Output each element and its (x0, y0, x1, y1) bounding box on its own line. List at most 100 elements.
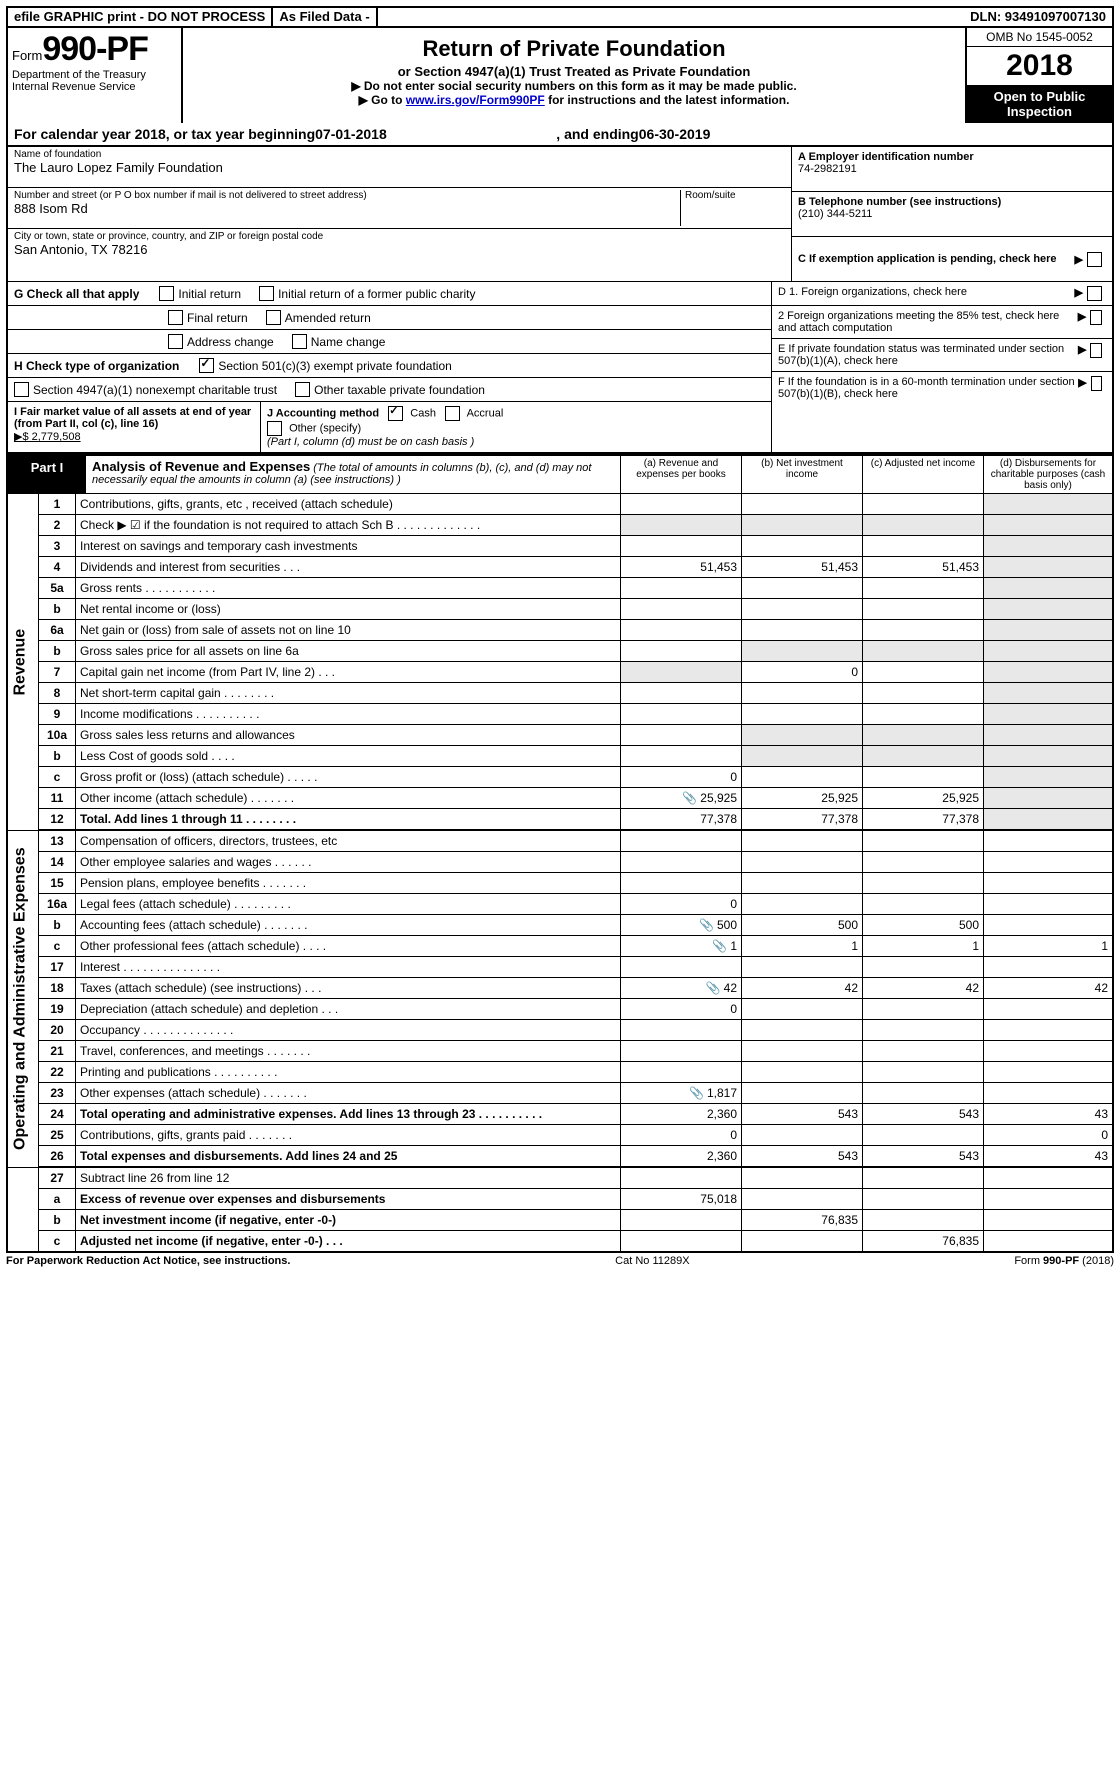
line-desc: Compensation of officers, directors, tru… (76, 830, 621, 852)
amount-cell: 77,378 (863, 809, 984, 831)
amount-cell: 1 (742, 936, 863, 957)
line-number: 12 (39, 809, 76, 831)
irs-link[interactable]: www.irs.gov/Form990PF (406, 93, 545, 107)
attachment-icon[interactable]: 📎 (699, 918, 714, 932)
amount-cell: 43 (984, 1146, 1114, 1168)
amount-cell (863, 999, 984, 1020)
line-number: 25 (39, 1125, 76, 1146)
line-desc: Other expenses (attach schedule) . . . .… (76, 1083, 621, 1104)
amount-cell (984, 599, 1114, 620)
amount-cell (984, 852, 1114, 873)
i-label: I Fair market value of all assets at end… (14, 406, 251, 430)
amount-cell (863, 704, 984, 725)
checkbox-amended[interactable] (266, 310, 281, 325)
line-number: 9 (39, 704, 76, 725)
line-number: 23 (39, 1083, 76, 1104)
line-number: 11 (39, 788, 76, 809)
amount-cell (863, 662, 984, 683)
amount-cell (742, 704, 863, 725)
form-header: Form990-PF Department of the Treasury In… (6, 28, 1114, 123)
amount-cell (742, 894, 863, 915)
dln: DLN: 93491097007130 (964, 8, 1112, 26)
checkbox-accrual[interactable] (445, 406, 460, 421)
amount-cell (742, 494, 863, 515)
attachment-icon[interactable]: 📎 (682, 791, 697, 805)
amount-cell (984, 830, 1114, 852)
amount-cell: 25,925 (742, 788, 863, 809)
amount-cell: 500 (742, 915, 863, 936)
amount-cell (621, 852, 742, 873)
amount-cell (863, 957, 984, 978)
amount-cell (984, 767, 1114, 788)
amount-cell: 51,453 (742, 557, 863, 578)
checkbox-other-tax[interactable] (295, 382, 310, 397)
amount-cell (621, 620, 742, 641)
amount-cell (984, 557, 1114, 578)
checkbox-cash[interactable] (388, 406, 403, 421)
amount-cell (984, 1167, 1114, 1189)
part1-table: Revenue 1 Contributions, gifts, grants, et… (6, 493, 1114, 1253)
line-desc: Occupancy . . . . . . . . . . . . . . (76, 1020, 621, 1041)
col-d-head: (d) Disbursements for charitable purpose… (984, 456, 1112, 493)
attachment-icon[interactable]: 📎 (706, 981, 721, 995)
amount-cell: 25,925 (863, 788, 984, 809)
amount-cell (984, 578, 1114, 599)
form-title: Return of Private Foundation (187, 36, 961, 62)
line-number: b (39, 641, 76, 662)
line-number: 24 (39, 1104, 76, 1125)
checkbox-e[interactable] (1090, 343, 1102, 358)
checkbox-initial-former[interactable] (259, 286, 274, 301)
amount-cell (984, 704, 1114, 725)
line-number: a (39, 1189, 76, 1210)
amount-cell (863, 641, 984, 662)
amount-cell (984, 536, 1114, 557)
revenue-side-label: Revenue (7, 494, 39, 831)
amount-cell (621, 957, 742, 978)
foundation-name-cell: Name of foundation The Lauro Lopez Famil… (8, 147, 791, 188)
amount-cell (621, 1231, 742, 1253)
open-public-badge: Open to Public Inspection (967, 85, 1112, 123)
checkbox-initial-return[interactable] (159, 286, 174, 301)
amount-cell (742, 999, 863, 1020)
checkbox-final-return[interactable] (168, 310, 183, 325)
amount-cell (742, 515, 863, 536)
calendar-year-line: For calendar year 2018, or tax year begi… (6, 123, 1114, 147)
line-desc: Contributions, gifts, grants, etc , rece… (76, 494, 621, 515)
amount-cell (742, 1062, 863, 1083)
efile-notice: efile GRAPHIC print - DO NOT PROCESS (8, 8, 273, 26)
line-number: 8 (39, 683, 76, 704)
checkbox-name-change[interactable] (292, 334, 307, 349)
line-number: c (39, 1231, 76, 1253)
attachment-icon[interactable]: 📎 (689, 1086, 704, 1100)
attachment-icon[interactable]: 📎 (712, 939, 727, 953)
line-number: 26 (39, 1146, 76, 1168)
amount-cell (621, 662, 742, 683)
line-number: c (39, 767, 76, 788)
line-desc: Pension plans, employee benefits . . . .… (76, 873, 621, 894)
line-number: 2 (39, 515, 76, 536)
line-number: 13 (39, 830, 76, 852)
checkbox-d1[interactable] (1087, 286, 1102, 301)
line-desc: Net short-term capital gain . . . . . . … (76, 683, 621, 704)
checkbox-4947a1[interactable] (14, 382, 29, 397)
line-number: 4 (39, 557, 76, 578)
amount-cell (984, 725, 1114, 746)
line-number: 10a (39, 725, 76, 746)
line-number: b (39, 746, 76, 767)
checkbox-d2[interactable] (1090, 310, 1102, 325)
amount-cell (621, 578, 742, 599)
amount-cell (863, 1041, 984, 1062)
amount-cell: 1 (984, 936, 1114, 957)
amount-cell (863, 515, 984, 536)
amount-cell: 2,360 (621, 1104, 742, 1125)
amount-cell: 0 (621, 999, 742, 1020)
checkbox-c[interactable] (1087, 252, 1102, 267)
amount-cell (984, 999, 1114, 1020)
line-desc: Net investment income (if negative, ente… (76, 1210, 621, 1231)
expenses-side-label: Operating and Administrative Expenses (7, 830, 39, 1167)
checkbox-addr-change[interactable] (168, 334, 183, 349)
checkbox-other-method[interactable] (267, 421, 282, 436)
line-number: 17 (39, 957, 76, 978)
checkbox-501c3[interactable] (199, 358, 214, 373)
checkbox-f[interactable] (1091, 376, 1102, 391)
